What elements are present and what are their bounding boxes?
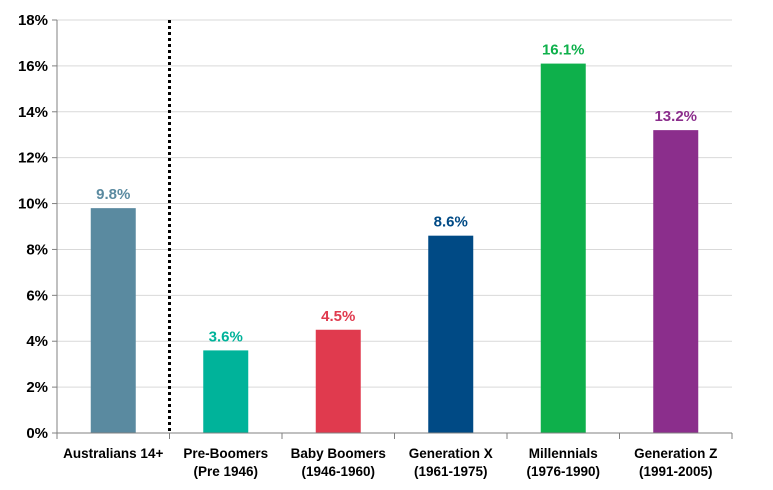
x-tick-label: Australians 14+: [63, 446, 163, 461]
x-tick-label: Pre-Boomers: [183, 446, 268, 461]
y-tick-label: 10%: [18, 196, 48, 213]
axes: [52, 19, 733, 439]
x-tick-label: (1961-1975): [414, 464, 488, 479]
x-tick-label: Baby Boomers: [291, 446, 386, 461]
y-tick-label: 8%: [26, 241, 48, 258]
bar: [203, 350, 249, 433]
data-label: 13.2%: [654, 108, 697, 125]
x-tick-label: Millennials: [529, 446, 598, 461]
data-label: 3.6%: [209, 328, 243, 345]
bar: [428, 235, 474, 433]
bar: [315, 329, 361, 433]
data-label: 8.6%: [434, 214, 468, 231]
y-tick-label: 14%: [18, 104, 48, 121]
y-tick-label: 16%: [18, 58, 48, 75]
gridlines: [57, 19, 732, 388]
x-tick-labels: Australians 14+ Pre-Boomers (Pre 1946) Baby…: [63, 446, 717, 479]
y-tick-labels: 0% 2% 4% 6% 8% 10% 12% 14% 16% 18%: [18, 12, 48, 442]
bar: [653, 130, 699, 433]
data-labels: 9.8% 3.6% 4.5% 8.6% 16.1% 13.2%: [96, 42, 697, 346]
x-tick-label: Generation Z: [634, 446, 717, 461]
bar: [90, 208, 136, 433]
data-label: 9.8%: [96, 186, 130, 203]
bar: [540, 63, 586, 433]
y-tick-label: 6%: [26, 287, 48, 304]
data-label: 4.5%: [321, 308, 355, 325]
data-label: 16.1%: [542, 42, 585, 59]
x-tick-label: Generation X: [409, 446, 493, 461]
y-tick-label: 0%: [26, 425, 48, 442]
bars: [90, 63, 699, 433]
x-tick-label: (Pre 1946): [193, 464, 258, 479]
y-tick-label: 2%: [26, 379, 48, 396]
x-tick-label: (1991-2005): [639, 464, 713, 479]
x-tick-label: (1946-1960): [301, 464, 375, 479]
y-tick-label: 4%: [26, 333, 48, 350]
y-tick-label: 12%: [18, 150, 48, 167]
y-tick-label: 18%: [18, 12, 48, 29]
x-tick-label: (1976-1990): [526, 464, 600, 479]
